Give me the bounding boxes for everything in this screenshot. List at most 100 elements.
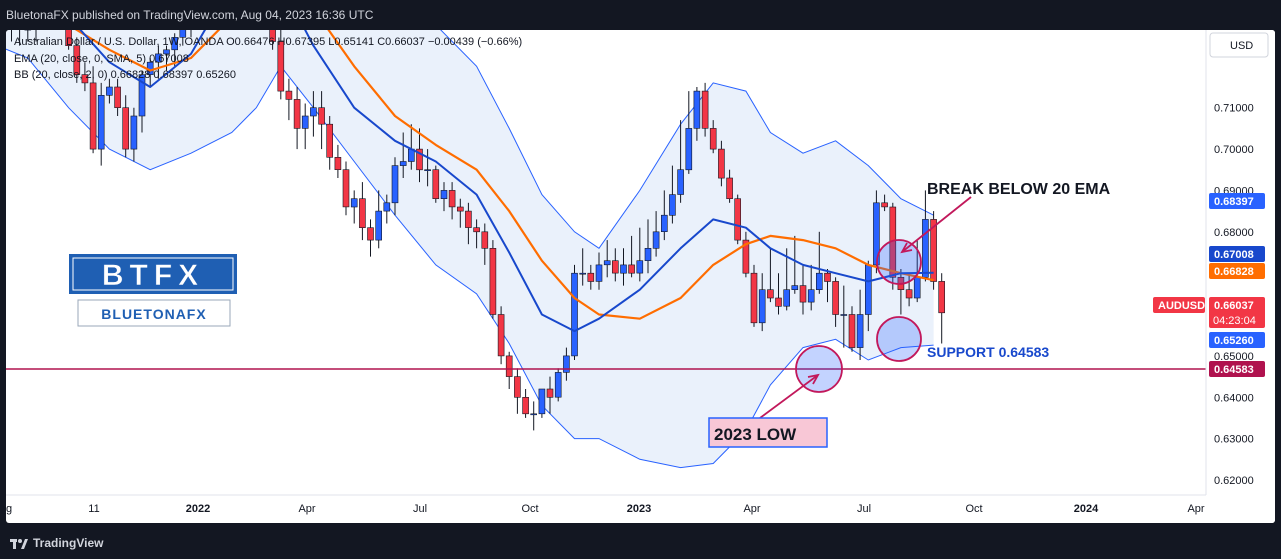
candle[interactable]: [375, 190, 383, 249]
candle[interactable]: [391, 157, 399, 216]
candle[interactable]: [456, 198, 464, 228]
candle[interactable]: [530, 401, 538, 431]
candle[interactable]: [677, 120, 684, 203]
candle[interactable]: [81, 62, 89, 92]
candle[interactable]: [775, 273, 782, 315]
candle[interactable]: [481, 223, 489, 265]
candle[interactable]: [334, 144, 342, 178]
candle[interactable]: [538, 388, 546, 418]
candle[interactable]: [758, 273, 766, 332]
candle[interactable]: [546, 376, 554, 414]
candle[interactable]: [832, 277, 839, 327]
candle[interactable]: [310, 91, 317, 137]
low-annotation-box[interactable]: [708, 417, 828, 448]
candle[interactable]: [579, 248, 587, 286]
time-axis[interactable]: ug 11 2022 Apr Jul Oct 2023 Apr Jul Oct 2024 Apr: [6, 494, 1206, 515]
support-annotation[interactable]: SUPPORT 0.64583: [927, 344, 1049, 360]
chart-svg[interactable]: BREAK BELOW 20 EMA SUPPORT 0.64583 2023 …: [6, 30, 1275, 523]
candle[interactable]: [24, 30, 32, 42]
candle[interactable]: [106, 78, 113, 104]
candle[interactable]: [122, 95, 129, 158]
candle[interactable]: [97, 82, 105, 166]
candle[interactable]: [848, 306, 856, 352]
candle[interactable]: [138, 70, 146, 133]
candle[interactable]: [815, 231, 823, 294]
candle[interactable]: [620, 248, 627, 286]
candle[interactable]: [359, 182, 366, 241]
tradingview-logo-icon[interactable]: [10, 537, 28, 551]
candle[interactable]: [587, 264, 595, 290]
legend-ema[interactable]: EMA (20, close, 0, SMA, 5) 0.67008: [14, 53, 189, 65]
candle[interactable]: [595, 252, 603, 290]
candle[interactable]: [424, 149, 431, 187]
candle[interactable]: [473, 219, 480, 249]
candle[interactable]: [342, 161, 350, 216]
break-annotation[interactable]: BREAK BELOW 20 EMA: [927, 181, 1111, 198]
legend-symbol[interactable]: Australian Dollar / U.S. Dollar, 1W, OAN…: [14, 36, 522, 48]
candles[interactable]: [6, 30, 946, 431]
candle[interactable]: [840, 285, 848, 348]
candle[interactable]: [489, 240, 497, 319]
candle[interactable]: [188, 30, 194, 38]
candle[interactable]: [73, 37, 81, 83]
low-circle[interactable]: [795, 345, 843, 393]
candle[interactable]: [905, 273, 913, 307]
candle[interactable]: [269, 30, 276, 50]
candle[interactable]: [301, 103, 309, 150]
ema-line[interactable]: [6, 30, 934, 333]
candle[interactable]: [497, 306, 505, 365]
candle[interactable]: [130, 107, 138, 162]
candle[interactable]: [685, 91, 693, 174]
candle[interactable]: [718, 140, 725, 187]
candle[interactable]: [171, 33, 178, 67]
candle[interactable]: [114, 78, 121, 116]
candle[interactable]: [644, 219, 652, 274]
candle[interactable]: [350, 190, 358, 224]
candle[interactable]: [824, 269, 831, 303]
candle[interactable]: [571, 264, 578, 360]
low-arrow[interactable]: [759, 374, 819, 419]
candle[interactable]: [563, 347, 570, 381]
break-arrow[interactable]: [901, 196, 972, 253]
candle[interactable]: [416, 128, 423, 183]
candle[interactable]: [505, 351, 513, 389]
candle[interactable]: [734, 194, 742, 245]
candle[interactable]: [383, 194, 391, 224]
candle[interactable]: [693, 87, 701, 141]
candle[interactable]: [285, 78, 293, 121]
candle[interactable]: [65, 30, 72, 50]
candle[interactable]: [155, 45, 162, 79]
candle[interactable]: [277, 30, 285, 100]
candle[interactable]: [179, 30, 187, 46]
bb-basis-line[interactable]: [6, 30, 934, 320]
candle[interactable]: [709, 120, 717, 154]
tradingview-brand[interactable]: TradingView: [33, 536, 104, 550]
candle[interactable]: [440, 182, 448, 212]
candle[interactable]: [750, 264, 758, 327]
candle[interactable]: [726, 169, 733, 203]
candle[interactable]: [791, 235, 799, 294]
candle[interactable]: [432, 165, 440, 203]
candle[interactable]: [522, 389, 529, 418]
candle[interactable]: [652, 211, 660, 257]
candle[interactable]: [326, 116, 334, 170]
currency-button-box[interactable]: [1209, 32, 1269, 58]
candle[interactable]: [669, 165, 676, 224]
candle[interactable]: [799, 264, 807, 315]
candle[interactable]: [89, 66, 97, 154]
bb-upper-line[interactable]: [6, 30, 934, 249]
candle[interactable]: [367, 219, 374, 257]
candle[interactable]: [448, 182, 456, 220]
candle[interactable]: [33, 30, 39, 42]
currency-button[interactable]: USD: [1209, 32, 1269, 58]
candle[interactable]: [603, 240, 611, 278]
candle[interactable]: [465, 202, 472, 245]
candle[interactable]: [938, 273, 946, 344]
candle[interactable]: [767, 248, 774, 303]
candle[interactable]: [922, 190, 929, 282]
candle[interactable]: [807, 264, 815, 311]
candle[interactable]: [9, 30, 15, 42]
break-circle[interactable]: [876, 239, 922, 285]
candle[interactable]: [611, 248, 619, 282]
candle[interactable]: [628, 235, 635, 278]
